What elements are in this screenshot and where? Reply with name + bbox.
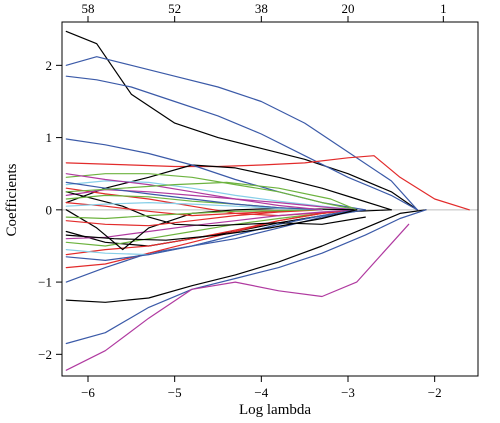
coefficient-line-11: [65, 209, 366, 283]
y-axis-title: Coefficients: [4, 163, 20, 236]
coefficient-line-7: [65, 223, 410, 371]
x-tick-label: −5: [168, 385, 182, 400]
y-tick-label: 1: [46, 130, 53, 145]
top-tick-label: 58: [82, 1, 95, 16]
coefficient-line-21: [65, 209, 358, 261]
y-axis-title-group: Coefficients: [4, 163, 20, 236]
x-tick-label: −4: [254, 385, 268, 400]
coefficient-line-1: [65, 30, 418, 211]
coefficient-line-6: [65, 209, 427, 345]
coefficient-line-5: [65, 209, 427, 303]
coefficient-line-32: [65, 209, 358, 241]
coefficient-line-29: [65, 181, 323, 211]
coefficient-line-3: [65, 75, 418, 211]
top-tick-label: 52: [168, 1, 181, 16]
x-tick-label: −6: [81, 385, 95, 400]
axes: −6 −5 −4 −3 −2 58 52 38 20 1 2 1 0 −1 −2: [38, 1, 479, 400]
coefficient-line-16: [65, 209, 358, 256]
coefficient-line-9: [65, 209, 392, 247]
coefficient-line-30: [65, 173, 323, 211]
y-tick-label: 2: [46, 58, 53, 73]
coefficient-line-25: [65, 209, 323, 227]
x-axis-title: Log lambda: [239, 402, 311, 418]
coefficient-lines: [62, 30, 478, 371]
y-tick-label: −1: [38, 275, 52, 290]
y-tick-label: 0: [46, 202, 53, 217]
top-tick-label: 38: [255, 1, 268, 16]
coefficient-line-2: [65, 56, 418, 211]
coefficient-line-28: [65, 202, 323, 211]
coefficient-line-10: [65, 138, 366, 211]
coefficient-line-19: [65, 189, 358, 211]
top-tick-label: 1: [440, 1, 447, 16]
y-tick-label: −2: [38, 347, 52, 362]
coefficient-line-4: [65, 155, 470, 211]
coefficient-line-17: [65, 180, 358, 211]
coefficient-line-12: [65, 173, 358, 211]
x-tick-label: −3: [341, 385, 355, 400]
coefficient-line-31: [65, 181, 358, 211]
plot-frame: [61, 21, 479, 377]
coefficient-line-8: [65, 164, 392, 211]
coefficient-line-27: [65, 209, 323, 220]
coefficient-line-24: [65, 202, 323, 217]
x-tick-label: −2: [428, 385, 442, 400]
top-tick-label: 20: [342, 1, 355, 16]
coefficient-line-20: [65, 209, 358, 240]
